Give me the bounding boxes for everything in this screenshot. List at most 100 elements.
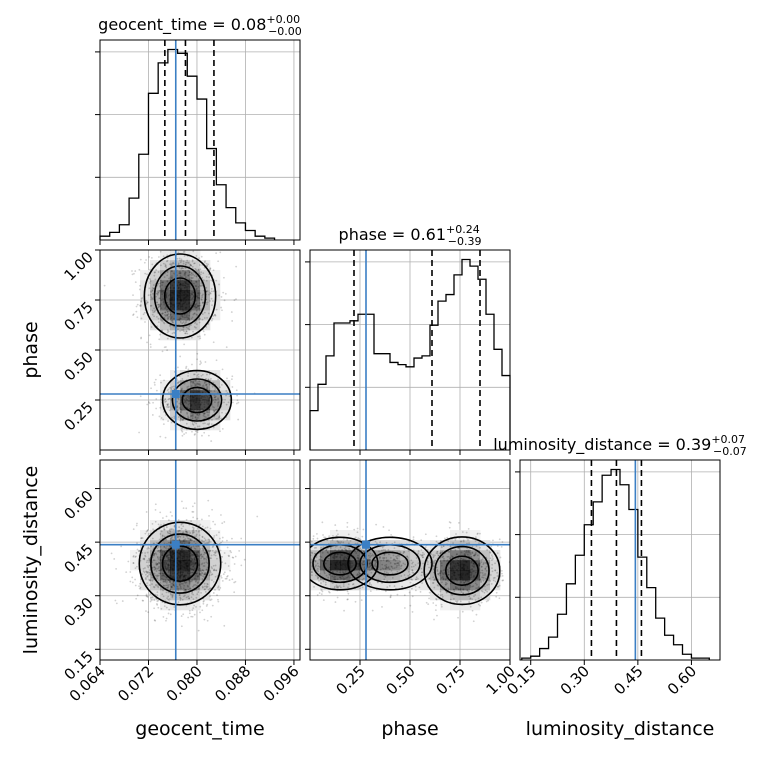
sample-point <box>158 303 161 306</box>
sample-point <box>184 562 187 565</box>
sample-point <box>314 559 317 562</box>
sample-point <box>209 550 212 552</box>
sample-point <box>209 549 212 552</box>
density-cell <box>160 580 171 591</box>
sample-point <box>165 576 168 579</box>
sample-point <box>454 578 457 581</box>
sample-point <box>170 563 173 566</box>
sample-point <box>200 571 203 574</box>
sample-point <box>136 316 139 319</box>
sample-point <box>345 550 348 552</box>
sample-point <box>196 551 198 554</box>
sample-point <box>166 578 169 581</box>
sample-point <box>342 558 345 561</box>
sample-point <box>333 555 336 557</box>
sample-point <box>153 315 155 318</box>
sample-point <box>186 412 189 415</box>
sample-point <box>155 563 158 566</box>
sample-point <box>177 530 180 533</box>
sample-point <box>201 294 204 297</box>
plot-area <box>103 250 256 442</box>
sample-point <box>165 266 168 269</box>
sample-point <box>154 619 157 622</box>
sample-point <box>183 291 186 294</box>
sample-point <box>145 530 148 533</box>
sample-point <box>475 587 478 590</box>
sample-point <box>187 395 190 398</box>
contour-line <box>181 386 213 414</box>
sample-point <box>385 557 388 559</box>
sample-point <box>171 553 173 555</box>
sample-point <box>325 548 328 551</box>
sample-point <box>304 547 306 549</box>
sample-point <box>146 341 148 344</box>
sample-point <box>166 567 169 569</box>
sample-point <box>172 287 175 290</box>
sample-point <box>208 540 211 543</box>
sample-point <box>169 588 172 591</box>
sample-point <box>469 569 472 571</box>
sample-point <box>452 562 455 564</box>
sample-point <box>202 272 205 275</box>
sample-point <box>188 301 190 304</box>
sample-point <box>477 563 480 566</box>
sample-point <box>375 542 378 545</box>
sample-point <box>179 550 182 553</box>
sample-point <box>470 555 473 558</box>
sample-point <box>446 555 449 558</box>
sample-point <box>195 596 198 599</box>
sample-point <box>218 283 220 286</box>
sample-point <box>469 605 472 608</box>
sample-point <box>199 309 202 312</box>
sample-point <box>187 317 190 320</box>
sample-point <box>154 503 157 506</box>
sample-point <box>178 575 181 578</box>
sample-point <box>170 536 173 539</box>
sample-point <box>219 251 222 254</box>
sample-point <box>492 539 494 542</box>
contour-line <box>153 265 207 327</box>
sample-point <box>166 271 169 274</box>
sample-point <box>171 576 174 578</box>
sample-point <box>437 573 440 576</box>
sample-point <box>191 298 193 300</box>
sample-point <box>457 564 460 567</box>
density-cell <box>220 410 231 421</box>
sample-point <box>212 536 215 539</box>
sample-point <box>400 565 403 568</box>
sample-point <box>471 551 474 554</box>
sample-point <box>201 535 204 538</box>
sample-point <box>343 609 345 612</box>
sample-point <box>165 619 167 622</box>
sample-point <box>333 562 336 564</box>
sample-point <box>182 560 185 562</box>
sample-point <box>170 576 173 579</box>
sample-point <box>457 573 460 576</box>
sample-point <box>465 561 468 564</box>
sample-point <box>149 579 152 582</box>
sample-point <box>178 560 181 563</box>
sample-point <box>156 555 159 558</box>
sample-point <box>357 565 360 568</box>
sample-point <box>426 563 429 566</box>
sample-point <box>159 282 162 285</box>
sample-point <box>417 562 420 565</box>
density-cell <box>160 380 171 391</box>
sample-point <box>336 596 339 599</box>
density-cell <box>140 570 151 581</box>
sample-point <box>210 573 213 576</box>
sample-point <box>446 536 449 539</box>
sample-point <box>192 510 195 513</box>
sample-point <box>469 552 472 555</box>
sample-point <box>316 537 319 540</box>
sample-point <box>173 577 176 580</box>
sample-point <box>452 556 454 558</box>
sample-point <box>214 314 217 317</box>
sample-point <box>154 568 157 570</box>
sample-point <box>167 565 170 568</box>
sample-point <box>411 569 414 571</box>
sample-point <box>179 548 182 551</box>
sample-point <box>203 261 206 264</box>
sample-point <box>184 559 186 562</box>
sample-point <box>146 551 149 554</box>
